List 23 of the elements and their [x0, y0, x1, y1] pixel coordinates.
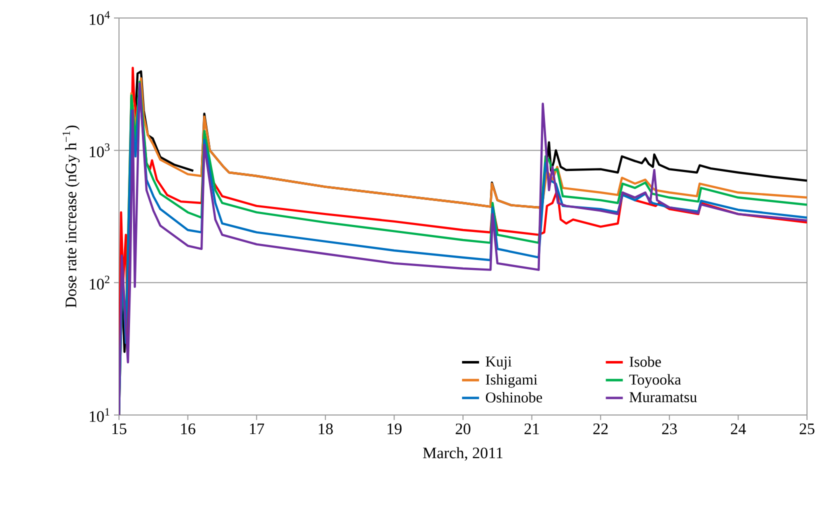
legend-label: Isobe: [630, 356, 661, 367]
x-tick-label: 21: [524, 424, 539, 434]
y-tick-label: 10$^{4}$: [90, 11, 110, 25]
legend-label: Kuji: [486, 356, 512, 370]
x-tick-label: 19: [388, 424, 402, 434]
x-axis-title: March, 2011: [423, 447, 502, 461]
x-tick-label: 24: [730, 424, 746, 434]
x-tick-label: 16: [181, 424, 196, 434]
x-tick-label: 23: [662, 424, 677, 434]
legend-label: Oshinobe: [486, 392, 542, 403]
legend-label: Toyooka: [629, 374, 681, 388]
x-tick-label: 18: [318, 424, 333, 434]
legend-label: Muramatsu: [630, 392, 697, 402]
legend-label: Ishigami: [486, 374, 538, 388]
y-tick-label: 10$^{3}$: [90, 143, 110, 158]
x-tick-label: 15: [112, 424, 126, 434]
x-tick-label: 22: [593, 424, 608, 434]
x-tick-label: 20: [456, 424, 470, 434]
y-tick-label: 10$^{2}$: [90, 276, 110, 290]
y-axis-title: Dose rate increase (nGy h$^{−1}$): [62, 126, 80, 308]
y-tick-label: 10$^{1}$: [90, 408, 110, 422]
x-tick-label: 17: [250, 424, 264, 434]
x-tick-label: 25: [800, 424, 814, 434]
